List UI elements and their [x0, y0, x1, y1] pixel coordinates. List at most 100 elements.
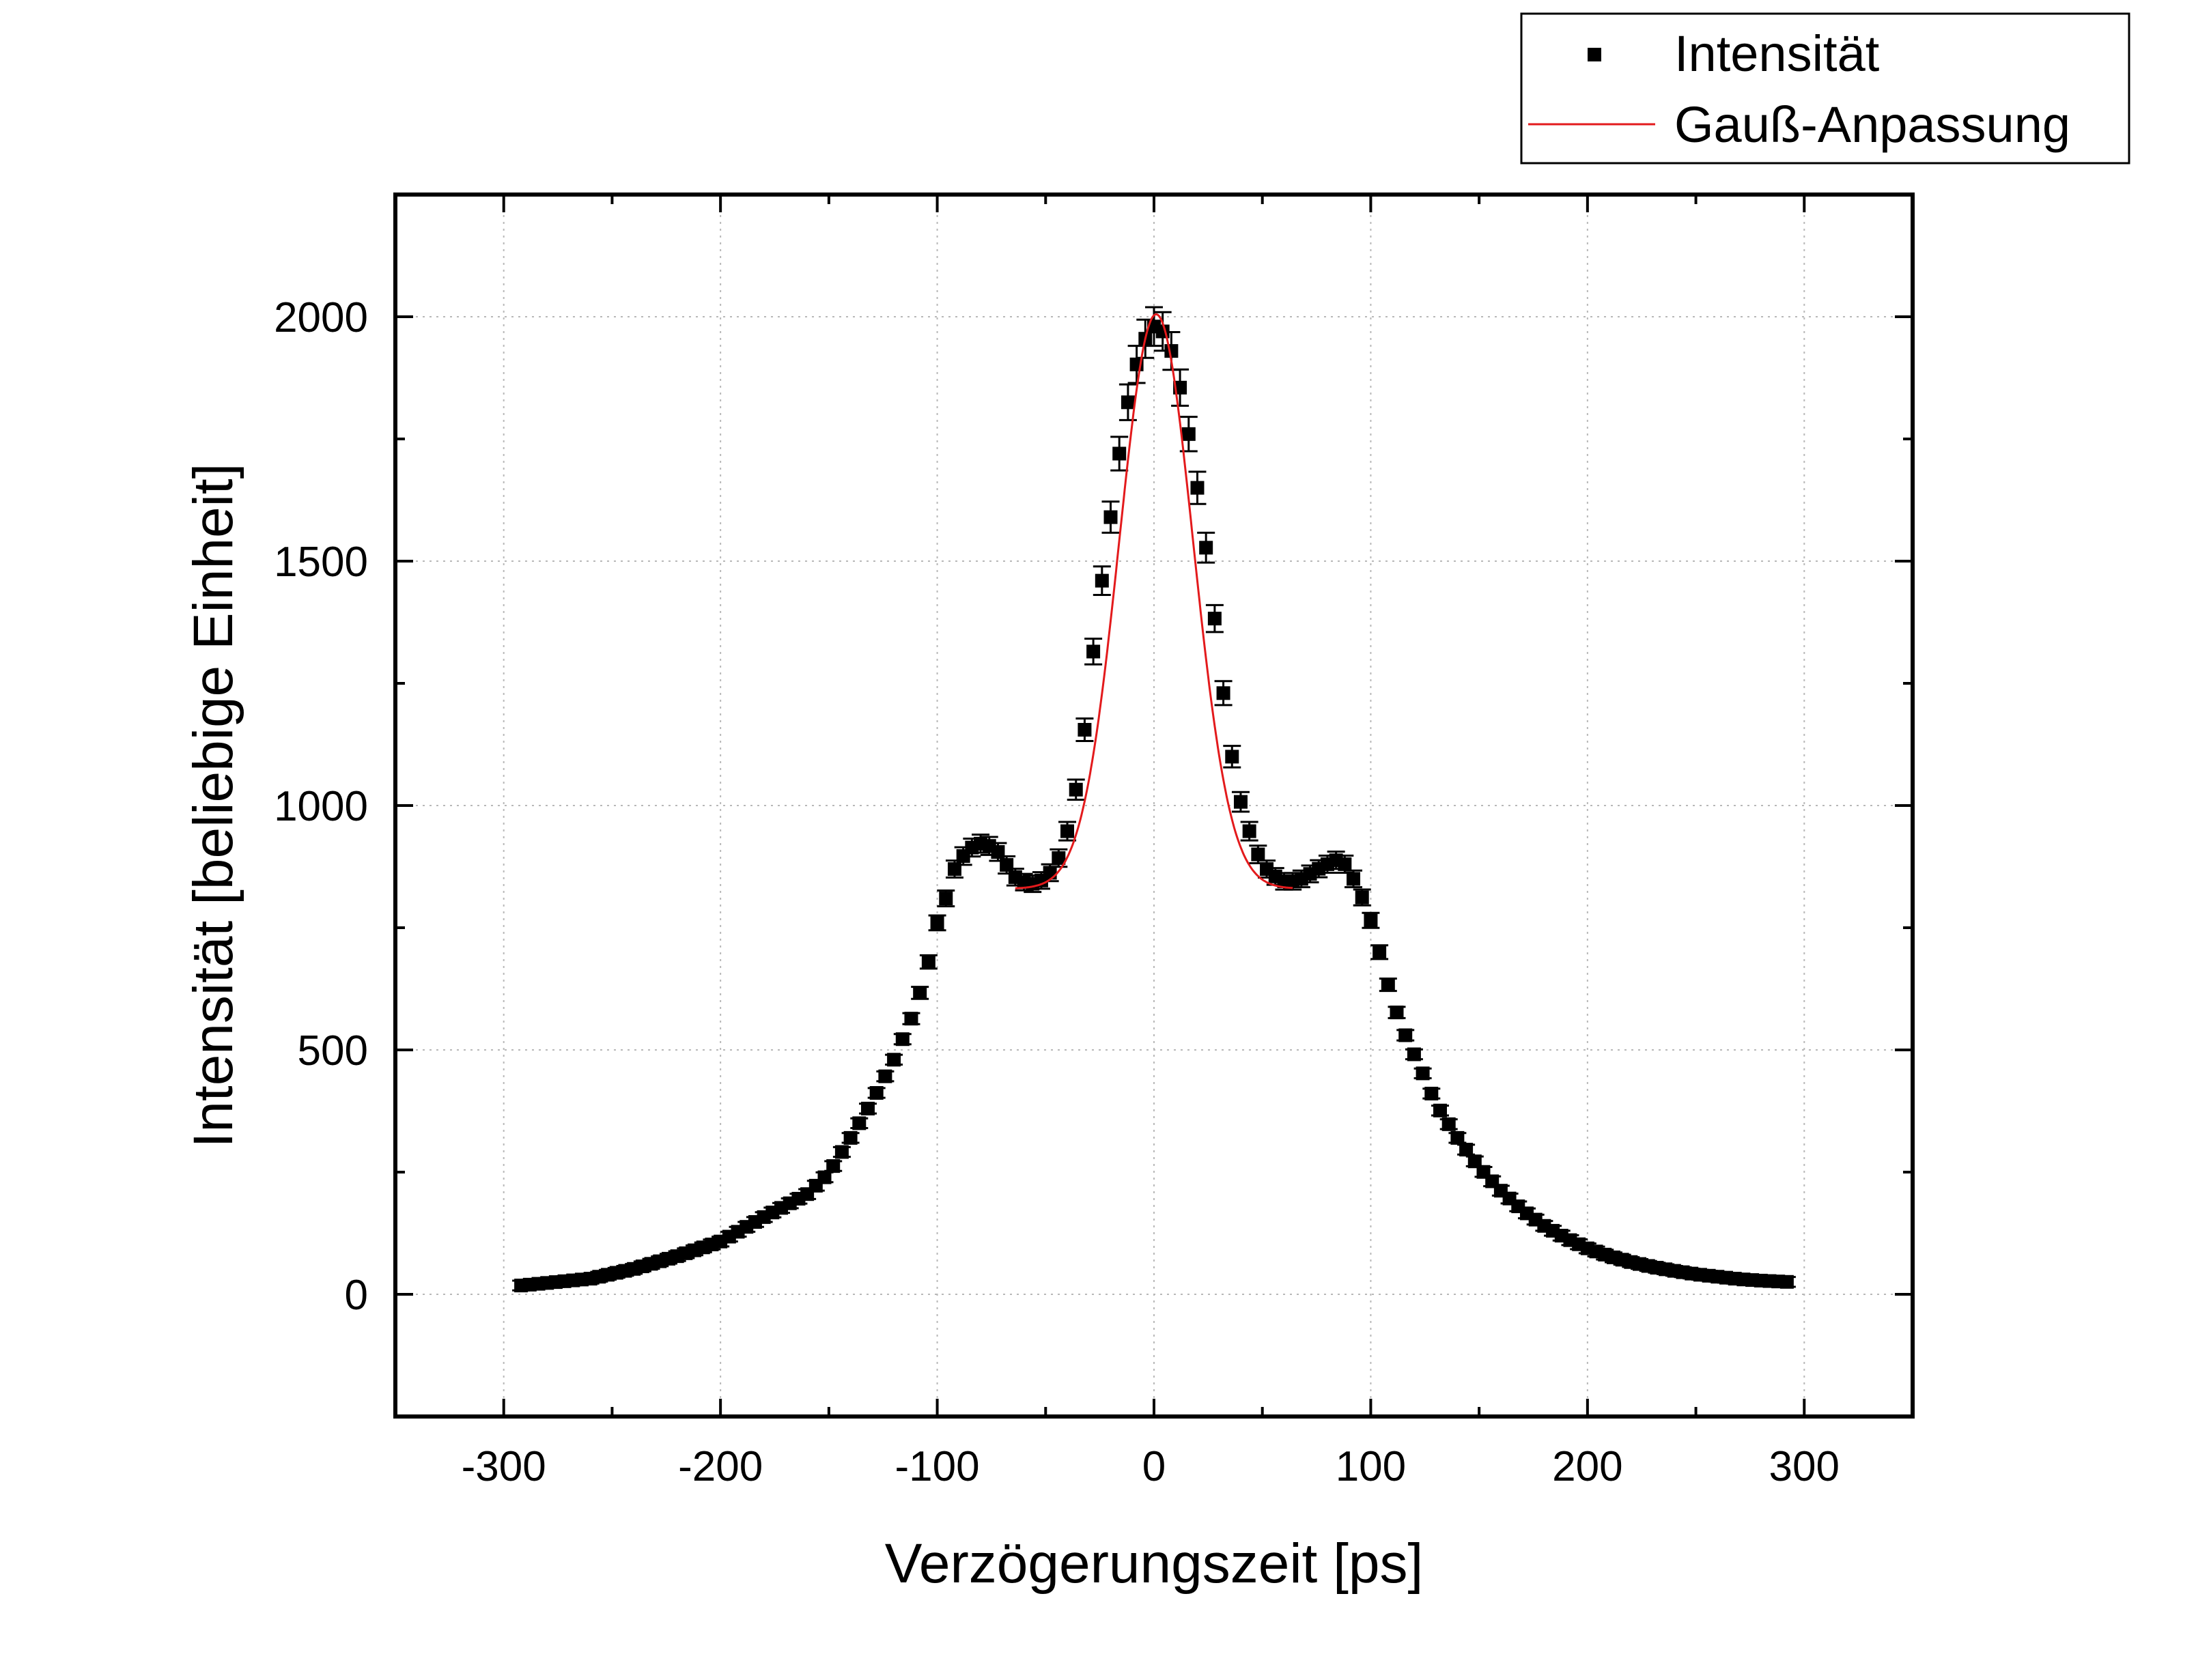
data-point [1353, 888, 1371, 907]
y-tick-label: 1000 [274, 783, 368, 830]
data-marker [834, 1145, 849, 1159]
data-marker [1398, 1028, 1413, 1042]
data-marker [1181, 427, 1196, 441]
data-point [902, 1012, 920, 1026]
legend: Intensität Gauß-Anpassung [1520, 12, 2130, 165]
grid-lines [395, 195, 1913, 1416]
data-marker [1779, 1275, 1794, 1289]
data-marker [869, 1086, 884, 1100]
data-marker [852, 1116, 867, 1130]
data-marker [1095, 573, 1109, 588]
data-marker [1225, 750, 1239, 764]
data-point [1457, 1143, 1476, 1157]
y-axis-title: Intensität [beliebige Einheit] [182, 464, 244, 1148]
data-point [1240, 821, 1258, 842]
data-point [1439, 1117, 1458, 1131]
data-point [1777, 1275, 1796, 1289]
data-point [937, 889, 955, 908]
axis-ticks [394, 193, 1914, 1418]
data-point [1405, 1047, 1423, 1062]
data-point [919, 954, 938, 970]
data-marker [1121, 395, 1135, 410]
data-marker [1086, 644, 1101, 659]
data-marker [913, 986, 927, 1000]
data-marker [1355, 890, 1369, 905]
data-marker [860, 1101, 875, 1115]
data-point [1327, 850, 1345, 870]
data-marker [1441, 1117, 1456, 1131]
data-point [1118, 383, 1137, 421]
data-marker [817, 1170, 832, 1184]
data-point [1050, 848, 1068, 868]
data-marker [1390, 1006, 1404, 1020]
data-point [832, 1145, 851, 1159]
data-point [815, 1170, 834, 1184]
data-point [1093, 565, 1111, 597]
data-point [1101, 500, 1120, 534]
data-marker [1416, 1066, 1430, 1081]
x-tick-label: 0 [1142, 1443, 1166, 1490]
data-point [824, 1159, 843, 1173]
data-point [1379, 977, 1397, 993]
data-marker [1043, 866, 1057, 880]
data-marker [1242, 824, 1256, 838]
data-point [1205, 603, 1224, 633]
data-marker [1347, 872, 1361, 886]
data-point [876, 1069, 895, 1083]
x-axis-title: Verzögerungszeit [ps] [885, 1533, 1424, 1595]
data-point [1197, 531, 1215, 564]
data-point [841, 1130, 860, 1145]
data-point [1465, 1154, 1484, 1169]
data-point [1422, 1086, 1441, 1100]
x-tick-label: -200 [678, 1443, 763, 1490]
data-marker [1467, 1154, 1482, 1169]
data-marker [1450, 1130, 1465, 1145]
y-tick-label: 0 [345, 1272, 368, 1319]
data-point [1448, 1130, 1467, 1145]
data-marker [1433, 1103, 1448, 1117]
data-point [1223, 745, 1241, 769]
data-marker [1424, 1086, 1439, 1100]
data-point [1431, 1103, 1450, 1117]
data-point [1188, 470, 1207, 505]
data-marker [1459, 1143, 1474, 1157]
data-point [858, 1101, 877, 1115]
x-tick-label: -300 [462, 1443, 546, 1490]
data-marker [939, 892, 953, 906]
data-marker [1364, 913, 1378, 928]
y-tick-label: 1500 [274, 539, 368, 586]
data-point [1084, 638, 1103, 666]
data-marker [826, 1159, 841, 1173]
data-point [1110, 436, 1129, 472]
data-marker [930, 915, 944, 930]
data-marker [843, 1130, 858, 1145]
data-marker [1251, 847, 1265, 862]
data-point [1345, 869, 1363, 889]
y-tick-label: 500 [298, 1027, 368, 1074]
data-marker [1199, 541, 1213, 555]
data-marker [1407, 1047, 1421, 1062]
data-marker [878, 1069, 892, 1083]
data-point [1587, 1244, 1605, 1259]
data-point [1370, 944, 1389, 960]
y-tick-label: 2000 [274, 294, 368, 341]
x-tick-label: 100 [1336, 1443, 1406, 1490]
data-point [911, 986, 929, 1000]
data-point [1067, 778, 1085, 801]
data-marker [1103, 510, 1118, 524]
data-point [928, 914, 946, 932]
x-tick-label: -100 [895, 1443, 980, 1490]
data-marker [1338, 857, 1352, 871]
axis-tick-labels: -300 -200 -100 0 100 200 300 0 500 1000 1500 2000 [274, 294, 1840, 1490]
x-tick-label: 200 [1552, 1443, 1622, 1490]
data-point [1362, 911, 1380, 929]
data-marker [1233, 795, 1248, 809]
data-marker [904, 1012, 918, 1026]
data-marker [1381, 978, 1395, 992]
data-marker [895, 1032, 910, 1047]
data-point [945, 859, 963, 879]
data-point [867, 1086, 886, 1100]
data-point [885, 1053, 903, 1067]
data-marker [1078, 723, 1092, 737]
